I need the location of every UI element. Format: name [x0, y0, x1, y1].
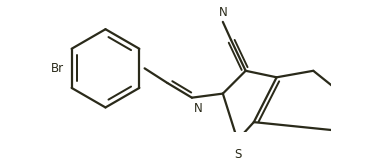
Text: S: S: [234, 148, 241, 161]
Text: N: N: [193, 102, 202, 115]
Text: N: N: [219, 6, 227, 19]
Text: Br: Br: [51, 62, 64, 75]
